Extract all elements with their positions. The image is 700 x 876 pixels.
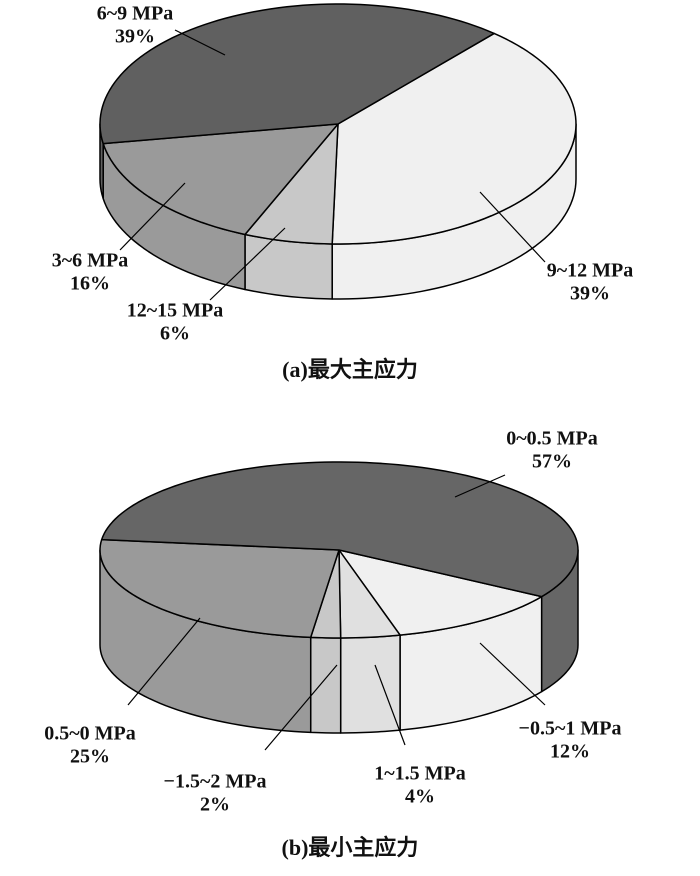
pie-slice [338, 549, 543, 636]
value-label: 39% [570, 283, 610, 305]
pie-slice [338, 549, 401, 639]
pie-side [309, 636, 342, 734]
slice-label: 12~15 MPa [127, 300, 224, 322]
slice-label: 9~12 MPa [547, 260, 634, 282]
slice-label: −1.5~2 MPa [164, 771, 267, 793]
slice-label: 0.5~0 MPa [44, 723, 136, 745]
pie-slice [331, 32, 577, 245]
value-label: 4% [405, 786, 435, 808]
pie-slice [102, 123, 339, 236]
chart-title: (b)最小主应力 [282, 835, 419, 860]
value-label: 2% [200, 794, 230, 816]
slice-label: 3~6 MPa [52, 250, 129, 272]
pie-side [339, 634, 401, 734]
slice-label: −0.5~1 MPa [519, 718, 622, 740]
value-label: 12% [550, 741, 590, 763]
value-label: 25% [70, 746, 110, 768]
leader-line [209, 227, 286, 301]
value-label: 57% [532, 451, 572, 473]
value-label: 39% [115, 26, 155, 48]
leader-line [479, 191, 546, 263]
leader-line [119, 182, 186, 251]
slice-label: 6~9 MPa [97, 3, 174, 25]
slice-label: 0~0.5 MPa [506, 428, 598, 450]
leader-line [374, 664, 406, 746]
slice-label: 1~1.5 MPa [374, 763, 466, 785]
pie-slice [99, 3, 495, 145]
chart-title: (a)最大主应力 [282, 357, 418, 382]
value-label: 6% [160, 323, 190, 345]
pie-slice [99, 538, 340, 639]
leader-line [454, 474, 506, 498]
leader-line [479, 642, 546, 706]
leader-line [127, 617, 201, 706]
leader-line [264, 664, 338, 751]
leader-line [174, 29, 226, 56]
value-label: 16% [70, 273, 110, 295]
pie-slice [244, 123, 339, 245]
